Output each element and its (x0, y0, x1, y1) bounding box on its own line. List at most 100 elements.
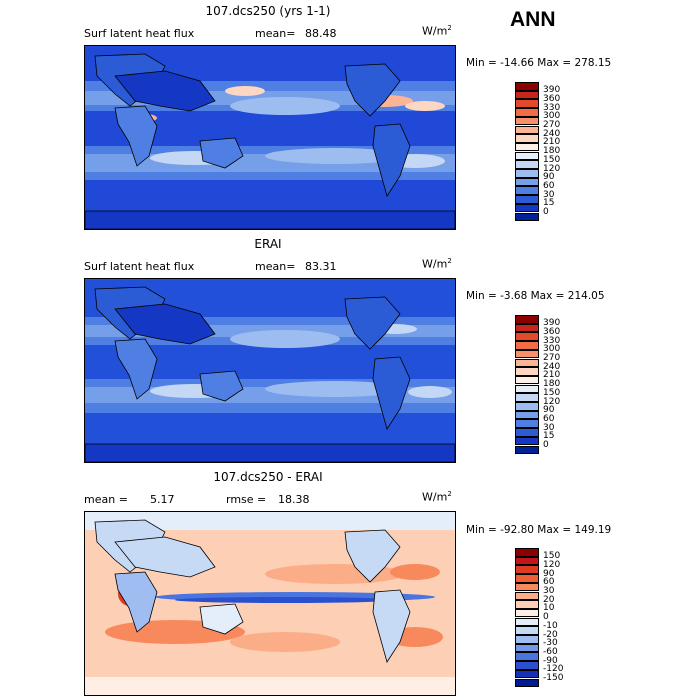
colorbar-swatch (515, 203, 539, 213)
colorbar-tick-label: 15 (543, 198, 555, 209)
colorbar-swatch (515, 142, 539, 152)
colorbar-tick-label: 330 (543, 335, 561, 346)
colorbar-tick-label: -10 (543, 620, 558, 631)
mean-value: 5.17 (150, 493, 175, 506)
colorbar-swatch (515, 367, 539, 376)
min-max-label: Min = -14.66 Max = 278.15 (466, 57, 612, 69)
colorbar-tick-label: 360 (543, 326, 561, 337)
colorbar-swatch (515, 108, 539, 117)
colorbar-tick-label: 390 (543, 318, 561, 329)
rmse-label: rmse = (226, 493, 267, 506)
colorbar-tick-label: 60 (543, 180, 555, 191)
colorbar-tick-label: 150 (543, 551, 561, 562)
colorbar-tick-label: 180 (543, 146, 561, 157)
colorbar-swatch (515, 90, 539, 100)
colorbar-swatch (515, 410, 539, 420)
colorbar-tick-label: -150 (543, 673, 564, 683)
colorbar-swatch (515, 643, 539, 653)
colorbar-swatch (515, 419, 539, 428)
colorbar-swatch (515, 384, 539, 394)
colorbar-swatch (515, 116, 539, 126)
colorbar-swatch (515, 315, 539, 324)
colorbar-tick-label: 0 (543, 440, 549, 450)
colorbar-tick-label: 180 (543, 379, 561, 390)
colorbar-tick-label: 20 (543, 594, 555, 605)
colorbar-swatch (515, 669, 539, 679)
colorbar-tick-label: 90 (543, 568, 555, 579)
colorbar-swatch (515, 169, 539, 178)
colorbar-tick-label: 120 (543, 396, 561, 407)
colorbar-obs: 390 360 330 300 270 240 210 180 150 120 90 60 30 15 0 (515, 315, 565, 460)
colorbar-tick-label: 210 (543, 137, 561, 148)
min-max-label: Min = -92.80 Max = 149.19 (466, 524, 612, 536)
colorbar-swatch (515, 402, 539, 411)
colorbar-tick-label: 120 (543, 163, 561, 174)
colorbar-tick-label: 30 (543, 422, 555, 433)
colorbar-swatch (515, 341, 539, 350)
colorbar-swatch (515, 212, 539, 221)
panel-title: ERAI (254, 237, 282, 251)
colorbar-tick-label: 120 (543, 559, 561, 570)
colorbar-swatch (515, 358, 539, 367)
field-name: Surf latent heat flux (84, 27, 195, 40)
colorbar-swatch (515, 160, 539, 169)
units-label: W/m2 (422, 257, 452, 271)
colorbar-tick-label: 150 (543, 387, 561, 398)
world-map (84, 279, 456, 463)
colorbar-swatch (515, 151, 539, 161)
colorbar-tick-label: 90 (543, 405, 555, 416)
colorbar-swatch (515, 125, 539, 134)
colorbar-swatch (515, 177, 539, 187)
colorbar-tick-label: 240 (543, 361, 561, 372)
mean-label: mean = (84, 493, 128, 506)
map-diff (84, 511, 456, 696)
colorbar-tick-label: -60 (543, 646, 558, 657)
colorbar-tick-label: -30 (543, 638, 558, 649)
colorbar-swatch (515, 349, 539, 359)
colorbar-tick-label: 300 (543, 111, 561, 122)
colorbar-swatch (515, 323, 539, 333)
colorbar-swatch (515, 608, 539, 618)
units-label: W/m2 (422, 490, 452, 504)
colorbar-tick-label: 300 (543, 344, 561, 355)
colorbar-swatch (515, 565, 539, 574)
min-max-label: Min = -3.68 Max = 214.05 (466, 290, 605, 302)
world-map (84, 46, 456, 230)
season-label: ANN (510, 8, 556, 31)
colorbar-swatch (515, 436, 539, 446)
colorbar-swatch (515, 635, 539, 644)
colorbar-tick-label: 240 (543, 128, 561, 139)
colorbar-tick-label: 150 (543, 154, 561, 165)
colorbar-swatch (515, 445, 539, 454)
colorbar-swatch (515, 134, 539, 143)
colorbar-swatch (515, 186, 539, 195)
colorbar-tick-label: 330 (543, 102, 561, 113)
colorbar-tick-label: 270 (543, 120, 561, 130)
colorbar-swatch (515, 574, 539, 583)
colorbar-swatch (515, 195, 539, 204)
colorbar-swatch (515, 652, 539, 661)
colorbar-swatch (515, 661, 539, 670)
colorbar-tick-label: 90 (543, 172, 555, 183)
colorbar-swatch (515, 428, 539, 437)
colorbar-tick-label: 60 (543, 577, 555, 588)
colorbar-tick-label: 270 (543, 353, 561, 363)
rmse-value: 18.38 (278, 493, 310, 506)
mean-value: 88.48 (305, 27, 337, 40)
colorbar-tick-label: 10 (543, 603, 555, 614)
map-obs (84, 278, 456, 463)
colorbar-tick-label: 30 (543, 586, 555, 596)
colorbar-tick-label: 15 (543, 431, 555, 442)
colorbar-tick-label: 390 (543, 85, 561, 96)
colorbar-model: 390 360 330 300 270 240 210 180 150 120 90 60 30 15 0 (515, 82, 565, 227)
colorbar-swatch (515, 99, 539, 108)
colorbar-swatch (515, 556, 539, 566)
units-label: W/m2 (422, 24, 452, 38)
colorbar-swatch (515, 617, 539, 627)
colorbar-swatch (515, 393, 539, 402)
colorbar-swatch (515, 375, 539, 385)
mean-label: mean= (255, 27, 296, 40)
colorbar-swatch (515, 600, 539, 609)
colorbar-tick-label: 0 (543, 207, 549, 217)
colorbar-swatch (515, 591, 539, 600)
